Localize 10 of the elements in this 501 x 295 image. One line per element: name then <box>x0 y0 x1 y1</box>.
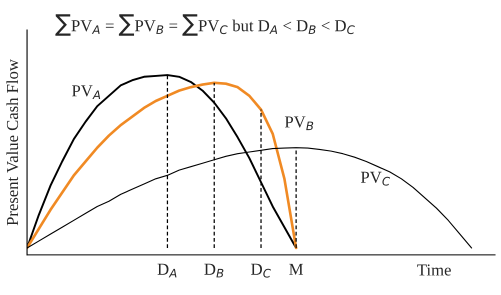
x-axis-title: Time <box>417 264 451 276</box>
chart-title: ∑PV$_{A}$ = ∑PV$_{B}$ = ∑PV$_{C}$ but D$_{A}$ < D$_{B}$ < D$_{C}$ <box>55 14 355 36</box>
x-tick-label: D$_{A}$ <box>158 264 176 278</box>
series-label: PV$_{B}$ <box>284 116 314 130</box>
series-label: PV$_{A}$ <box>72 85 100 99</box>
y-axis-title: Present Value Cash Flow <box>6 59 18 226</box>
series-label: PV$_{C}$ <box>360 172 390 186</box>
x-tick-label: M <box>289 264 304 275</box>
x-tick-label: D$_{C}$ <box>251 264 271 278</box>
x-tick-label: D$_{B}$ <box>204 264 224 278</box>
